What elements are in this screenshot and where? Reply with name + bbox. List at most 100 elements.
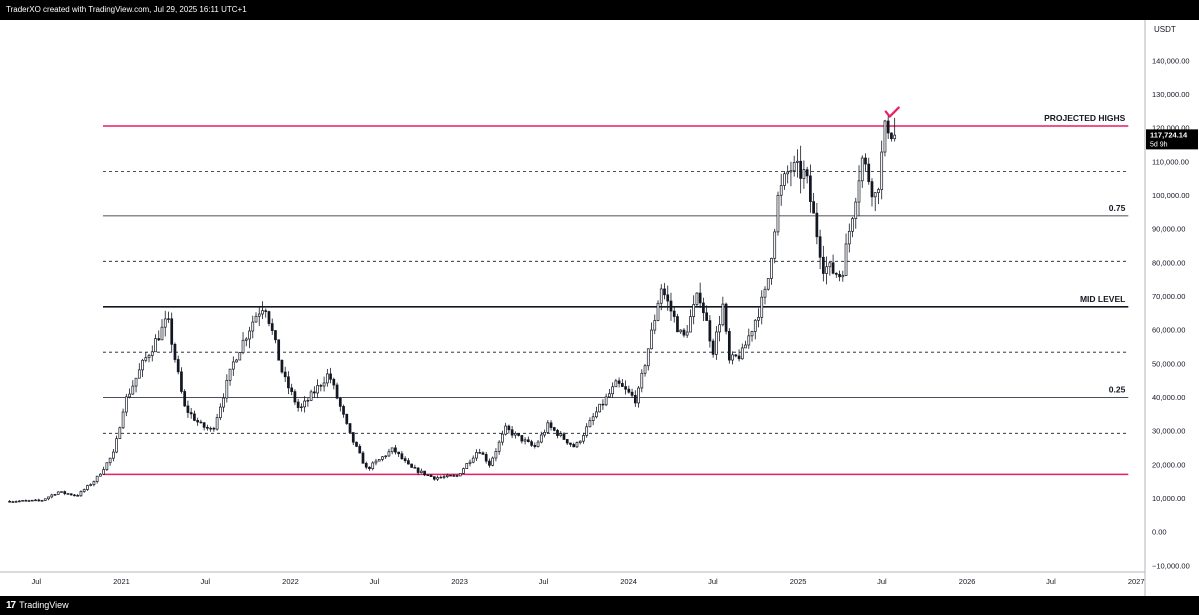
candle-body bbox=[14, 501, 18, 503]
candle-body bbox=[89, 484, 93, 486]
candle-body bbox=[711, 340, 715, 355]
candle-body bbox=[591, 416, 595, 421]
candle-body bbox=[510, 429, 514, 436]
candle-body bbox=[520, 435, 524, 442]
candle-body bbox=[481, 452, 485, 455]
candle-body bbox=[643, 365, 647, 374]
candle-body bbox=[377, 459, 381, 462]
candle-body bbox=[244, 338, 248, 341]
candle-body bbox=[102, 469, 105, 475]
candle-body bbox=[569, 442, 572, 445]
candle-body bbox=[390, 447, 394, 453]
candle-body bbox=[676, 316, 679, 333]
candle-body bbox=[883, 120, 887, 153]
candle-body bbox=[319, 385, 323, 387]
candle-body bbox=[552, 427, 556, 431]
candle-body bbox=[361, 452, 365, 464]
candle-body bbox=[439, 476, 443, 479]
time-axis-tick-label: 2022 bbox=[282, 577, 299, 586]
price-axis-tick-label: 120,000.00 bbox=[1152, 124, 1190, 133]
candle-body bbox=[60, 491, 63, 493]
candle-body bbox=[783, 173, 786, 186]
candle-body bbox=[76, 495, 80, 497]
level-label: MID LEVEL bbox=[1080, 294, 1125, 304]
candle-body bbox=[274, 330, 277, 341]
chart-caption: TraderXO created with TradingView.com, J… bbox=[6, 5, 247, 14]
candle-body bbox=[539, 434, 543, 443]
price-axis-tick-label: 20,000.00 bbox=[1152, 460, 1185, 469]
candle-body bbox=[873, 192, 877, 198]
candle-body bbox=[838, 273, 841, 278]
time-axis-tick-label: Jul bbox=[877, 577, 887, 586]
candle-body bbox=[815, 212, 819, 238]
candle-body bbox=[598, 403, 602, 413]
candle-body bbox=[669, 300, 673, 312]
price-axis-tick-label: −10,000.00 bbox=[1152, 561, 1190, 570]
candle-body bbox=[228, 368, 232, 381]
candle-body bbox=[627, 388, 631, 393]
candle-body bbox=[277, 339, 281, 361]
candle-body bbox=[56, 491, 60, 495]
candle-body bbox=[747, 335, 751, 346]
candle-body bbox=[455, 475, 459, 477]
candle-body bbox=[316, 385, 319, 394]
price-chart-svg[interactable]: USDT −10,000.00 0.00 10,000.00 20,000.00 30,0… bbox=[0, 20, 1199, 596]
last-price-countdown: 5d 9h bbox=[1150, 141, 1168, 148]
candle-body bbox=[183, 391, 187, 407]
candle-body bbox=[792, 162, 796, 172]
candle-body bbox=[744, 344, 747, 349]
price-chart[interactable]: USDT −10,000.00 0.00 10,000.00 20,000.00 30,0… bbox=[0, 20, 1199, 596]
candle-body bbox=[517, 433, 520, 436]
candle-body bbox=[514, 433, 517, 436]
candle-body bbox=[877, 189, 880, 194]
candle-body bbox=[608, 393, 611, 398]
candle-body bbox=[397, 451, 401, 455]
candle-body bbox=[685, 331, 689, 336]
candle-body bbox=[8, 500, 11, 503]
candle-body bbox=[578, 440, 582, 443]
time-axis-tick-label: 2021 bbox=[113, 577, 130, 586]
candle-body bbox=[799, 160, 803, 179]
candle-body bbox=[394, 447, 397, 453]
price-axis-tick-label: 60,000.00 bbox=[1152, 326, 1185, 335]
candle-body bbox=[844, 243, 848, 276]
candle-body bbox=[679, 329, 683, 333]
candle-body bbox=[718, 324, 721, 333]
candle-body bbox=[407, 460, 410, 465]
candle-body bbox=[17, 500, 21, 503]
candle-body bbox=[63, 491, 67, 494]
candle-body bbox=[82, 489, 86, 492]
candle-body bbox=[238, 352, 242, 361]
candle-body bbox=[507, 425, 511, 431]
candle-body bbox=[384, 455, 388, 458]
price-axis-tick-label: 80,000.00 bbox=[1152, 258, 1185, 267]
candle-body bbox=[449, 474, 452, 477]
candle-body bbox=[702, 302, 705, 314]
candle-body bbox=[225, 379, 229, 399]
candle-body bbox=[831, 262, 835, 274]
candle-body bbox=[257, 313, 261, 317]
candle-body bbox=[637, 387, 640, 404]
candle-body bbox=[50, 494, 54, 498]
candle-body bbox=[867, 163, 871, 182]
candle-body bbox=[546, 422, 550, 433]
time-axis-tick-label: 2023 bbox=[451, 577, 468, 586]
candle-body bbox=[432, 476, 436, 480]
candle-body bbox=[47, 496, 50, 500]
candle-body bbox=[611, 386, 614, 395]
candle-body bbox=[659, 288, 663, 304]
candle-body bbox=[325, 373, 329, 384]
candle-body bbox=[582, 435, 585, 442]
candle-body bbox=[870, 181, 874, 198]
candle-body bbox=[773, 231, 777, 259]
candle-body bbox=[128, 393, 131, 398]
candle-body bbox=[624, 386, 627, 390]
candle-body bbox=[413, 467, 417, 469]
candle-body bbox=[789, 170, 793, 173]
candle-body bbox=[141, 359, 144, 371]
candle-body bbox=[248, 330, 251, 340]
candle-body bbox=[491, 457, 495, 466]
candle-body bbox=[442, 476, 446, 478]
level-label: 0.25 bbox=[1109, 385, 1126, 395]
candle-body bbox=[43, 498, 47, 501]
